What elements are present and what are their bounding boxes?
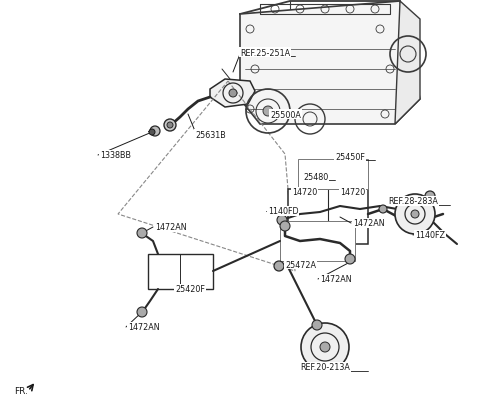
Text: 25480: 25480 xyxy=(303,173,328,182)
Bar xyxy=(148,254,213,289)
Text: 25450F: 25450F xyxy=(335,153,365,162)
Text: 14720: 14720 xyxy=(340,188,365,197)
Circle shape xyxy=(164,120,176,132)
Circle shape xyxy=(411,211,419,218)
Circle shape xyxy=(320,342,330,352)
Circle shape xyxy=(137,307,147,317)
Circle shape xyxy=(280,221,290,231)
Polygon shape xyxy=(395,2,420,125)
Text: 14720: 14720 xyxy=(292,188,317,197)
Circle shape xyxy=(425,191,435,202)
Text: REF.25-251A: REF.25-251A xyxy=(240,48,290,57)
Text: 1472AN: 1472AN xyxy=(353,219,384,228)
Text: 1472AN: 1472AN xyxy=(320,275,352,284)
Circle shape xyxy=(167,123,173,129)
Circle shape xyxy=(395,195,435,234)
Circle shape xyxy=(345,254,355,264)
Text: 1338BB: 1338BB xyxy=(100,151,131,160)
Circle shape xyxy=(274,261,284,271)
Bar xyxy=(298,160,368,189)
Text: REF.20-213A: REF.20-213A xyxy=(300,363,350,372)
Circle shape xyxy=(149,130,155,136)
Text: 25631B: 25631B xyxy=(195,130,226,139)
Text: REF.28-283A: REF.28-283A xyxy=(388,197,438,206)
Text: FR.: FR. xyxy=(14,387,28,396)
Text: 25472A: 25472A xyxy=(285,260,316,269)
Circle shape xyxy=(277,216,287,225)
Circle shape xyxy=(150,127,160,137)
Circle shape xyxy=(229,90,237,98)
Bar xyxy=(288,189,368,245)
Circle shape xyxy=(263,107,273,117)
Polygon shape xyxy=(210,80,255,108)
Text: 25420F: 25420F xyxy=(175,285,205,294)
Circle shape xyxy=(301,323,349,371)
Circle shape xyxy=(137,229,147,238)
Circle shape xyxy=(312,320,322,330)
Bar xyxy=(280,221,355,261)
Circle shape xyxy=(379,205,387,213)
Text: 1472AN: 1472AN xyxy=(128,323,160,332)
Text: 1140FZ: 1140FZ xyxy=(415,231,445,240)
Text: 1140FD: 1140FD xyxy=(268,207,299,216)
Text: 25500A: 25500A xyxy=(270,110,301,119)
Polygon shape xyxy=(240,2,420,125)
Text: 1472AN: 1472AN xyxy=(155,223,187,232)
